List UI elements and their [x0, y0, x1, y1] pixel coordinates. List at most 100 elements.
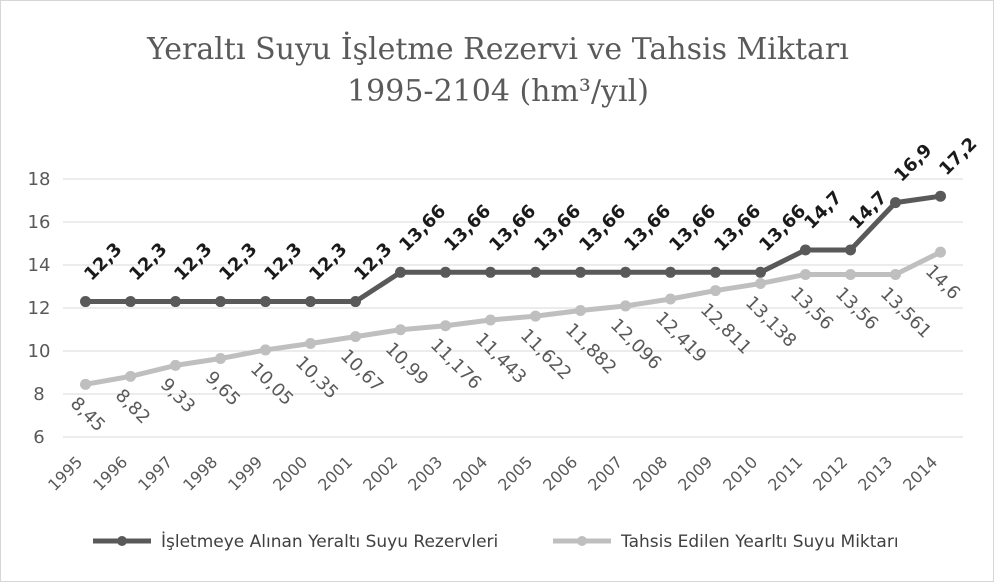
data-point-series1	[530, 266, 541, 278]
x-tick-label: 2010	[719, 452, 761, 494]
data-point-series2	[395, 324, 406, 336]
y-tick-label: 8	[33, 384, 44, 405]
x-tick-label: 1996	[89, 452, 131, 494]
y-tick-label: 6	[33, 427, 44, 448]
data-point-series1	[485, 266, 496, 278]
data-label-series1: 14,7	[800, 187, 846, 233]
data-point-series1	[350, 296, 361, 308]
x-tick-label: 2013	[854, 452, 896, 494]
data-label-series2: 8,82	[111, 385, 154, 428]
data-point-series2	[800, 268, 811, 280]
data-point-series1	[260, 296, 271, 308]
x-tick-label: 2012	[809, 452, 851, 494]
data-point-series2	[305, 337, 316, 349]
y-tick-label: 10	[28, 341, 51, 362]
data-label-series1: 13,66	[440, 201, 495, 256]
data-point-series1	[755, 266, 766, 278]
y-tick-label: 18	[28, 169, 51, 190]
x-tick-label: 1999	[224, 452, 266, 494]
data-label-series1: 12,3	[80, 239, 126, 285]
data-point-series2	[575, 305, 586, 317]
data-label-series1: 13,66	[710, 201, 765, 256]
data-label-series2: 10,05	[246, 359, 297, 410]
data-label-series2: 8,45	[66, 393, 109, 436]
data-point-series1	[305, 296, 316, 308]
data-label-series1: 12,3	[305, 239, 351, 285]
x-tick-label: 2000	[269, 452, 311, 494]
data-point-series2	[935, 246, 946, 258]
data-label-series1: 12,3	[260, 239, 306, 285]
series-line-1	[85, 193, 941, 305]
x-tick-label: 2014	[899, 452, 941, 494]
data-label-series1: 13,66	[395, 201, 450, 256]
data-point-series2	[620, 300, 631, 312]
x-tick-label: 1997	[134, 452, 176, 494]
data-point-series1	[935, 190, 946, 202]
data-point-series2	[755, 278, 766, 290]
data-label-series1: 12,3	[215, 239, 261, 285]
data-label-series2: 10,67	[336, 345, 387, 396]
x-tick-label: 1995	[44, 452, 86, 494]
data-point-series1	[665, 266, 676, 278]
x-tick-label: 2006	[539, 452, 581, 494]
data-label-series1: 13,66	[665, 201, 720, 256]
data-point-series2	[890, 268, 901, 280]
data-label-series1: 14,7	[845, 187, 891, 233]
legend-marker-series1	[117, 536, 127, 546]
data-point-series2	[710, 285, 721, 297]
data-label-series1: 13,66	[530, 201, 585, 256]
data-point-series1	[845, 244, 856, 256]
data-point-series2	[260, 344, 271, 356]
data-point-series1	[80, 296, 91, 308]
x-tick-label: 2009	[674, 452, 716, 494]
data-label-series1: 13,66	[485, 201, 540, 256]
data-point-series1	[800, 244, 811, 256]
data-point-series1	[125, 296, 136, 308]
data-label-series2: 13,56	[786, 283, 837, 334]
data-point-series1	[620, 266, 631, 278]
x-tick-label: 2007	[584, 452, 626, 494]
series-line-2	[85, 249, 942, 387]
legend-label-series2: Tahsis Edilen Yearltı Suyu Miktarı	[620, 532, 899, 552]
x-tick-label: 1998	[179, 452, 221, 494]
data-point-series2	[845, 268, 856, 280]
chart-title-line2: 1995-2104 (hm³/yıl)	[347, 74, 649, 109]
data-label-series1: 17,2	[935, 133, 981, 179]
x-tick-label: 2004	[449, 452, 491, 494]
data-label-series2: 9,65	[201, 367, 244, 410]
data-point-series1	[710, 266, 721, 278]
data-label-series2: 14,6	[921, 261, 964, 304]
x-tick-label: 2003	[404, 452, 446, 494]
x-tick-label: 2001	[314, 452, 356, 494]
data-point-series2	[485, 314, 496, 326]
y-tick-label: 14	[28, 255, 51, 276]
x-tick-label: 2011	[764, 452, 806, 494]
data-point-series2	[665, 293, 676, 305]
data-label-series1: 13,66	[575, 201, 630, 256]
data-label-series2: 13,56	[831, 283, 882, 334]
x-tick-label: 2005	[494, 452, 536, 494]
data-point-series1	[215, 296, 226, 308]
data-point-series2	[350, 331, 361, 343]
data-point-series2	[440, 320, 451, 332]
data-point-series2	[170, 359, 181, 371]
data-label-series2: 9,33	[156, 374, 199, 417]
data-label-series1: 12,3	[125, 239, 171, 285]
legend-label-series1: İşletmeye Alınan Yeraltı Suyu Rezervleri	[161, 531, 498, 552]
chart-title-line1: Yeraltı Suyu İşletme Rezervi ve Tahsis M…	[146, 31, 849, 67]
y-tick-label: 12	[28, 298, 51, 319]
x-tick-label: 2008	[629, 452, 671, 494]
data-point-series2	[215, 353, 226, 365]
data-point-series2	[125, 370, 136, 382]
data-label-series1: 13,66	[620, 201, 675, 256]
data-label-series2: 10,99	[381, 338, 432, 389]
data-point-series1	[890, 197, 901, 209]
data-label-series2: 10,35	[291, 352, 342, 403]
data-point-series1	[440, 266, 451, 278]
x-tick-label: 2002	[359, 452, 401, 494]
data-label-series1: 12,3	[170, 239, 216, 285]
data-point-series2	[80, 378, 91, 390]
data-point-series2	[530, 310, 541, 322]
